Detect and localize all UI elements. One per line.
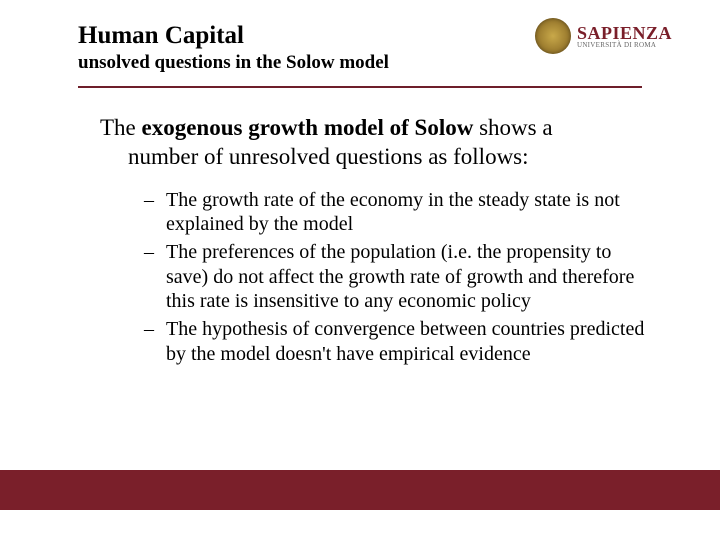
intro-text: The exogenous growth model of Solow show… — [100, 114, 650, 172]
intro-bold: exogenous growth model of Solow — [142, 115, 474, 140]
intro-line2: number of unresolved questions as follow… — [100, 144, 529, 169]
logo-seal-icon — [535, 18, 571, 54]
intro-suffix1: shows a — [473, 115, 552, 140]
logo-main-text: SAPIENZA — [577, 24, 672, 42]
bullet-item: The preferences of the population (i.e. … — [144, 240, 650, 313]
slide-subtitle: unsolved questions in the Solow model — [78, 52, 680, 74]
intro-prefix: The — [100, 115, 142, 140]
university-logo: SAPIENZA UNIVERSITÀ DI ROMA — [535, 18, 672, 54]
bullet-item: The hypothesis of convergence between co… — [144, 317, 650, 366]
slide-content: The exogenous growth model of Solow show… — [0, 88, 720, 366]
bullet-list: The growth rate of the economy in the st… — [100, 182, 650, 367]
logo-sub-text: UNIVERSITÀ DI ROMA — [577, 42, 672, 49]
logo-text: SAPIENZA UNIVERSITÀ DI ROMA — [577, 24, 672, 49]
bullet-item: The growth rate of the economy in the st… — [144, 188, 650, 237]
footer-bar — [0, 470, 720, 510]
